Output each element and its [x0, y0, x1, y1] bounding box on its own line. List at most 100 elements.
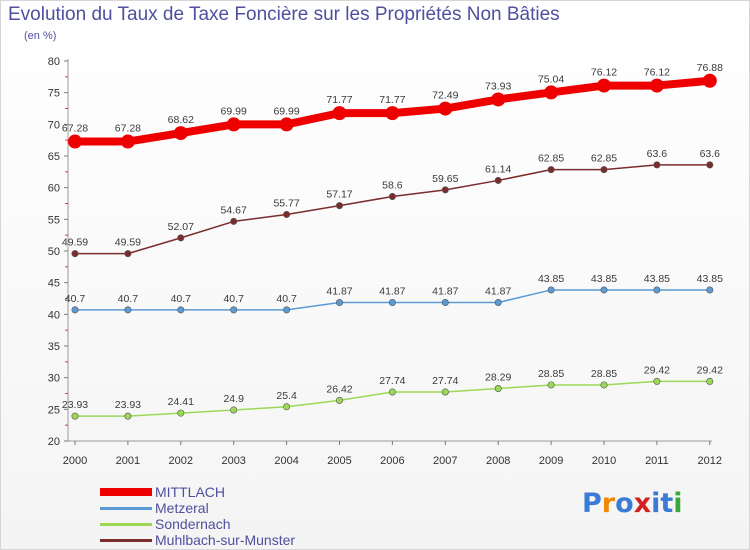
data-point-sondernach: [283, 403, 291, 411]
data-point-sondernach: [335, 396, 343, 404]
x-tick-label: 2010: [592, 455, 616, 467]
data-label-metzeral: 40.7: [171, 293, 192, 305]
y-tick-label: 75: [48, 88, 60, 100]
data-point-sondernach: [494, 384, 502, 392]
data-label-mittlach: 73.93: [485, 80, 511, 92]
data-point-metzeral: [547, 286, 555, 294]
data-point-muhlbach-sur-munster: [706, 161, 714, 169]
data-label-muhlbach-sur-munster: 54.67: [221, 204, 247, 216]
data-label-mittlach: 69.99: [273, 105, 299, 117]
data-label-mittlach: 76.12: [644, 67, 670, 79]
data-label-metzeral: 40.7: [118, 293, 139, 305]
data-point-sondernach: [71, 412, 79, 420]
data-label-muhlbach-sur-munster: 57.17: [326, 189, 352, 201]
y-tick-label: 35: [48, 341, 60, 353]
data-point-sondernach: [124, 412, 132, 420]
data-point-metzeral: [335, 298, 343, 306]
data-label-metzeral: 41.87: [485, 285, 511, 297]
data-label-sondernach: 28.85: [538, 368, 564, 380]
data-point-metzeral: [706, 286, 714, 294]
data-label-muhlbach-sur-munster: 63.6: [647, 148, 668, 160]
data-point-muhlbach-sur-munster: [600, 166, 608, 174]
data-point-mittlach: [597, 78, 611, 93]
x-tick-label: 2000: [63, 455, 87, 467]
data-label-muhlbach-sur-munster: 62.85: [538, 153, 564, 165]
data-point-sondernach: [600, 381, 608, 389]
data-label-metzeral: 43.85: [644, 273, 670, 285]
data-label-metzeral: 41.87: [432, 285, 458, 297]
data-point-muhlbach-sur-munster: [230, 217, 238, 225]
y-tick-label: 20: [48, 436, 60, 448]
x-tick-label: 2012: [698, 455, 722, 467]
data-label-muhlbach-sur-munster: 59.65: [432, 173, 458, 185]
data-point-metzeral: [494, 298, 502, 306]
data-point-sondernach: [388, 388, 396, 396]
data-point-muhlbach-sur-munster: [335, 202, 343, 210]
data-point-muhlbach-sur-munster: [494, 176, 502, 184]
y-tick-label: 70: [48, 119, 60, 131]
logo-letter: r: [601, 488, 616, 519]
data-point-mittlach: [649, 78, 664, 93]
data-point-mittlach: [385, 106, 400, 121]
line-chart: 20 25 30 35 40 45 50 55 60 65 70 75 80 2000 2001 2002 20…: [48, 56, 723, 467]
data-point-sondernach: [177, 409, 185, 417]
y-tick-label: 55: [48, 214, 60, 226]
x-tick-label: 2002: [169, 455, 193, 467]
data-label-muhlbach-sur-munster: 52.07: [168, 221, 194, 233]
x-tick-label: 2008: [486, 455, 510, 467]
data-point-mittlach: [438, 101, 453, 116]
data-point-muhlbach-sur-munster: [653, 161, 661, 169]
data-label-sondernach: 24.41: [168, 396, 194, 408]
data-label-mittlach: 72.49: [432, 90, 458, 102]
logo-letter: o: [615, 488, 634, 519]
data-label-mittlach: 75.04: [538, 73, 564, 85]
data-label-metzeral: 41.87: [326, 285, 352, 297]
data-point-metzeral: [283, 306, 291, 314]
logo-letter: P: [582, 488, 602, 519]
unit-label: (en %): [24, 30, 57, 42]
data-label-sondernach: 29.42: [644, 364, 670, 376]
data-label-sondernach: 26.42: [326, 383, 352, 395]
series-line-muhlbach-sur-munster: [74, 164, 711, 255]
x-tick-label: 2005: [327, 455, 351, 467]
y-tick-label: 25: [48, 404, 60, 416]
data-label-mittlach: 76.12: [591, 67, 617, 79]
legend-label: MITTLACH: [155, 484, 225, 500]
y-tick-label: 30: [48, 373, 60, 385]
y-tick-label: 45: [48, 278, 60, 290]
data-point-mittlach: [544, 85, 559, 100]
data-label-metzeral: 41.87: [379, 285, 405, 297]
data-label-muhlbach-sur-munster: 61.14: [485, 163, 511, 175]
data-label-metzeral: 40.7: [276, 293, 297, 305]
proxiti-logo: Proxiti: [582, 488, 683, 519]
data-label-muhlbach-sur-munster: 55.77: [273, 197, 299, 209]
data-point-muhlbach-sur-munster: [177, 234, 185, 242]
data-point-sondernach: [547, 381, 555, 389]
data-label-metzeral: 43.85: [697, 273, 723, 285]
data-point-muhlbach-sur-munster: [283, 210, 291, 218]
data-label-metzeral: 40.7: [65, 293, 86, 305]
legend-label: Sondernach: [155, 516, 231, 532]
legend-label: Metzeral: [155, 500, 209, 516]
data-label-mittlach: 67.28: [62, 123, 88, 135]
data-label-sondernach: 23.93: [115, 399, 141, 411]
data-label-muhlbach-sur-munster: 49.59: [115, 237, 141, 249]
x-tick-label: 2007: [433, 455, 457, 467]
data-point-muhlbach-sur-munster: [547, 166, 555, 174]
data-point-sondernach: [706, 377, 714, 385]
data-label-mittlach: 69.99: [221, 105, 247, 117]
data-label-muhlbach-sur-munster: 63.6: [700, 148, 721, 160]
data-label-mittlach: 71.77: [379, 94, 405, 106]
data-point-muhlbach-sur-munster: [124, 250, 132, 258]
data-point-mittlach: [279, 117, 294, 132]
data-point-sondernach: [653, 377, 661, 385]
data-point-muhlbach-sur-munster: [388, 193, 396, 201]
data-label-metzeral: 43.85: [538, 273, 564, 285]
data-point-metzeral: [600, 286, 608, 294]
data-label-sondernach: 23.93: [62, 399, 88, 411]
data-label-metzeral: 43.85: [591, 273, 617, 285]
data-point-mittlach: [491, 92, 506, 107]
x-tick-label: 2003: [221, 455, 245, 467]
data-point-muhlbach-sur-munster: [441, 186, 449, 194]
data-point-metzeral: [388, 298, 396, 306]
